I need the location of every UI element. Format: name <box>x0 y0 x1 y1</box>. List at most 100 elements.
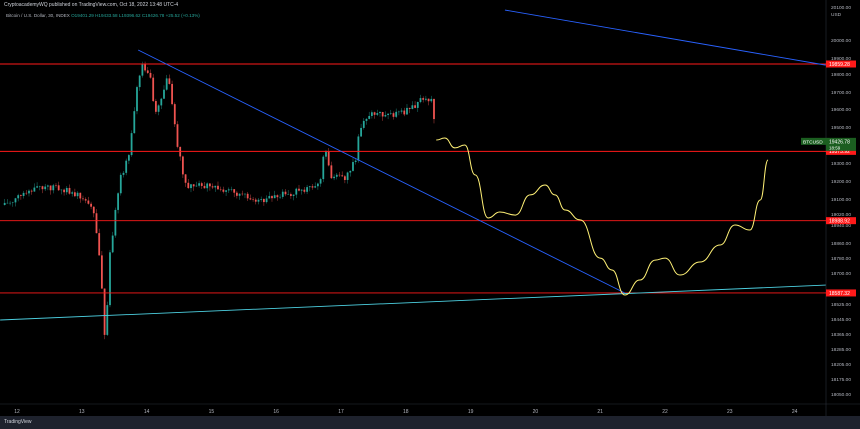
candle <box>427 98 430 102</box>
candle <box>306 187 308 192</box>
candle <box>195 185 198 187</box>
candle <box>87 200 90 204</box>
trendline <box>137 49 626 294</box>
candle <box>387 113 389 116</box>
candle <box>254 199 257 202</box>
candle <box>160 98 163 106</box>
candle <box>392 113 395 117</box>
x-tick-label: 20 <box>533 409 539 415</box>
candle <box>260 198 263 200</box>
y-tick-label: 18940.00 <box>831 223 851 229</box>
candle <box>68 187 71 194</box>
y-tick-label: 19500.00 <box>831 125 851 131</box>
x-tick-label: 21 <box>597 409 603 415</box>
candle <box>330 165 333 179</box>
y-tick-label: 18525.00 <box>831 302 851 308</box>
level-price-label: 18587.32 <box>829 291 850 297</box>
candle <box>190 184 192 189</box>
candle <box>268 196 271 199</box>
trendline <box>0 284 826 321</box>
candle <box>246 193 249 199</box>
y-tick-label: 18445.00 <box>831 317 851 323</box>
candle <box>346 172 349 180</box>
candle <box>227 189 230 191</box>
candle <box>208 183 211 187</box>
y-tick-label: 18365.00 <box>831 332 851 338</box>
candle <box>376 113 379 115</box>
candle <box>365 118 368 121</box>
candle <box>119 174 122 194</box>
candle <box>168 78 171 84</box>
candle <box>200 183 203 186</box>
y-tick-label: 19800.00 <box>831 72 851 78</box>
symbol-legend: Bitcoin / U.S. Dollar, 30, INDEX O19401.… <box>6 13 200 18</box>
candle <box>154 101 157 112</box>
y-tick-label: 18175.00 <box>831 377 851 383</box>
last-price-tag <box>826 137 856 151</box>
candle <box>133 111 136 134</box>
projection-path <box>436 137 769 296</box>
candle <box>90 203 92 207</box>
candle <box>114 209 117 236</box>
candle <box>103 288 106 335</box>
symbol-tag-label: BTCUSD <box>803 139 823 145</box>
y-tick-label: 19600.00 <box>831 107 851 113</box>
candle <box>19 195 22 196</box>
candle <box>46 185 49 187</box>
y-tick-label: 19100.00 <box>831 197 851 203</box>
candle <box>181 156 184 175</box>
symbol-name: Bitcoin / U.S. Dollar, 30, INDEX <box>6 13 70 18</box>
candle <box>230 189 233 190</box>
candle <box>214 185 217 188</box>
level-price-tag <box>826 60 856 68</box>
candle <box>127 155 130 161</box>
candle <box>141 64 144 76</box>
candle <box>325 151 327 157</box>
candle <box>41 186 44 190</box>
candle <box>136 87 138 112</box>
candle <box>38 186 41 187</box>
y-tick-label: 18050.00 <box>831 392 851 398</box>
candle <box>28 190 30 194</box>
candle <box>219 189 222 190</box>
candle <box>106 305 109 335</box>
candle <box>271 196 273 199</box>
candle <box>335 174 338 177</box>
candle <box>65 187 68 193</box>
currency-label: USD <box>831 12 842 18</box>
candle <box>424 98 427 100</box>
candle <box>22 192 25 196</box>
candle <box>60 189 63 191</box>
candle <box>176 124 179 147</box>
y-tick-label: 18700.00 <box>831 271 851 277</box>
candle <box>235 192 238 196</box>
x-tick-label: 17 <box>338 409 344 415</box>
candle <box>30 190 33 192</box>
countdown-label: 18:59 <box>829 145 841 150</box>
candle <box>400 110 403 112</box>
level-price-label: 19859.28 <box>829 62 850 68</box>
candle <box>52 185 55 191</box>
y-tick-label: 19700.00 <box>831 90 851 96</box>
candle <box>9 202 11 204</box>
candle <box>192 184 195 187</box>
level-price-label: 18988.92 <box>829 218 850 224</box>
y-tick-label: 20000.00 <box>831 38 851 44</box>
y-tick-label: 19200.00 <box>831 179 851 185</box>
candle <box>316 183 319 187</box>
candle <box>100 255 103 289</box>
candle <box>17 195 20 199</box>
level-price-tag <box>826 289 856 297</box>
ohlc-values: O19401.29 H19433.58 L19396.62 C19426.78 … <box>71 13 200 18</box>
candle <box>98 233 101 256</box>
candle <box>362 120 365 128</box>
candle <box>419 98 422 103</box>
candle <box>173 104 176 125</box>
level-price-tag <box>826 147 856 155</box>
candle <box>203 185 206 189</box>
y-tick-label: 18205.00 <box>831 362 851 368</box>
candle <box>82 198 84 200</box>
candle <box>241 193 244 195</box>
tradingview-logo[interactable]: TradingView <box>4 419 32 425</box>
